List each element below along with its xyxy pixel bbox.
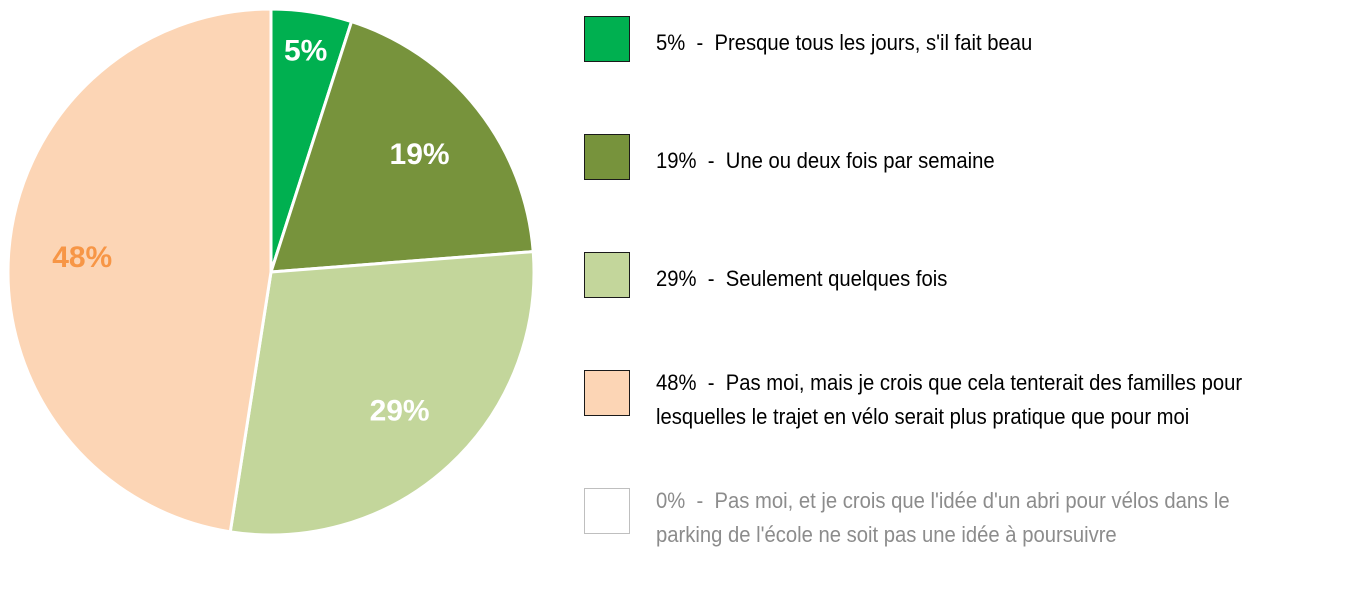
- legend-swatch-weekly: [584, 134, 630, 180]
- legend-label-not-me-oppose: 0% - Pas moi, et je crois que l'idée d'u…: [656, 488, 1236, 547]
- legend-swatch-occasionally: [584, 252, 630, 298]
- pie-label-occasionally: 29%: [370, 395, 430, 428]
- legend-swatch-not-me-others: [584, 370, 630, 416]
- legend-label-daily: 5% - Presque tous les jours, s'il fait b…: [656, 30, 1033, 55]
- pie-slice-occasionally: [228, 250, 536, 537]
- pie-label-not-me-others: 48%: [52, 241, 112, 274]
- legend-label-not-me-others: 48% - Pas moi, mais je crois que cela te…: [656, 370, 1248, 429]
- pie-label-daily: 5%: [284, 35, 327, 68]
- legend-swatch-daily: [584, 16, 630, 62]
- legend-swatch-not-me-oppose: [584, 488, 630, 534]
- pie-label-weekly: 19%: [390, 138, 450, 171]
- pie-labels: 5% 19% 29% 48%: [52, 35, 449, 428]
- legend-label-weekly: 19% - Une ou deux fois par semaine: [656, 148, 995, 173]
- pie-chart: 5% 19% 29% 48%: [6, 7, 536, 537]
- legend-label-occasionally: 29% - Seulement quelques fois: [656, 266, 948, 291]
- pie-slice-not-me-others: [6, 7, 273, 534]
- pie-slices: [6, 7, 536, 537]
- pie-slice-weekly: [269, 20, 535, 274]
